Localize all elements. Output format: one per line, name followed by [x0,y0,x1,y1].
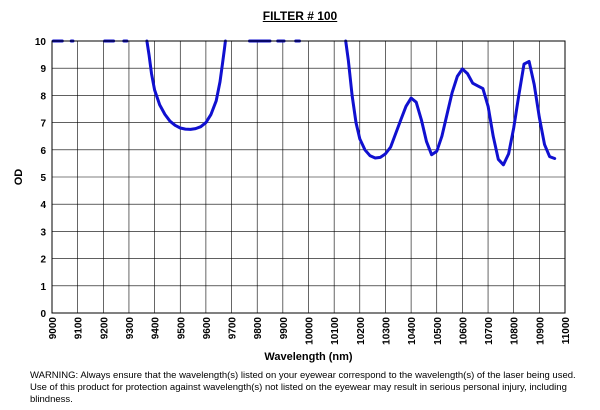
plot-frame [51,40,566,314]
x-tick-label: 9800 [253,317,264,340]
y-tick-label: 1 [40,282,46,293]
x-tick-label: 9200 [99,317,110,340]
x-tick-label: 9700 [228,317,239,340]
x-tick-label: 9600 [202,317,213,340]
y-tick-label: 7 [40,119,46,130]
y-tick-label: 8 [40,91,46,102]
x-axis-label: Wavelength (nm) [264,351,353,363]
od-series-line [145,39,227,131]
x-tick-label: 9900 [279,317,290,340]
y-tick-label: 5 [40,173,46,184]
x-tick-label: 11000 [561,317,572,345]
warning-text: WARNING: Always ensure that the waveleng… [30,370,576,405]
y-tick-label: 6 [40,146,46,157]
y-tick-label: 2 [40,255,46,266]
x-tick-label: 9300 [125,317,136,340]
x-tick-label: 9500 [176,317,187,340]
y-tick-label: 3 [40,227,46,238]
x-tick-label: 10800 [510,317,521,345]
x-tick-label: 9400 [151,317,162,340]
chart-title: FILTER # 100 [262,9,338,23]
y-tick-label: 4 [40,200,46,211]
x-tick-label: 10600 [458,317,469,345]
y-tick-label: 10 [35,37,47,48]
x-tick-label: 10200 [356,317,367,345]
y-tick-label: 9 [40,64,46,75]
y-axis-label: OD [13,169,25,186]
grid [51,40,566,314]
x-tick-label: 10300 [381,317,392,345]
od-series-line [344,39,557,167]
x-tick-label: 10700 [484,317,495,345]
x-tick-label: 10400 [407,317,418,345]
x-tick-label: 9000 [48,317,59,340]
x-tick-label: 10500 [433,317,444,345]
x-tick-label: 10000 [305,317,316,345]
x-tick-label: 10100 [330,317,341,345]
y-tick-label: 0 [40,309,46,320]
tick-labels: 9000 9100 9200 9300 9400 9500 9600 9700 9800 9900… [35,37,572,345]
x-tick-label: 9100 [74,317,85,340]
x-tick-label: 10900 [535,317,546,345]
